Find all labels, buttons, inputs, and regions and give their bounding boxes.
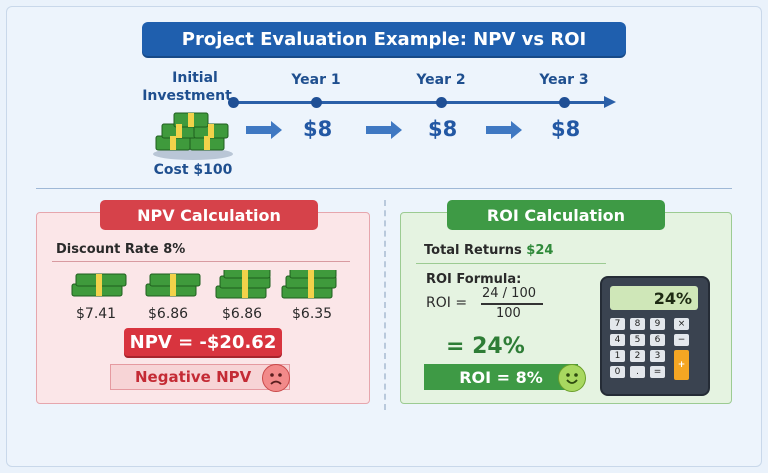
npv-result: NPV = -$20.62: [124, 328, 282, 356]
calculator-key: 2: [630, 350, 645, 362]
timeline-dot-year1: [311, 97, 322, 108]
roi-formula-denominator: 100: [496, 306, 521, 321]
roi-equals-result: = 24%: [446, 334, 525, 359]
calculator-key: .: [630, 366, 645, 378]
calculator-key: 8: [630, 318, 645, 330]
happy-face-icon: [558, 364, 586, 392]
year3-cashflow: $8: [551, 117, 581, 141]
negative-npv-badge: Negative NPV: [110, 364, 290, 390]
year3-label: Year 3: [539, 72, 589, 88]
discount-rate-value: 8%: [163, 242, 186, 257]
discounted-cash-icons: [71, 270, 337, 299]
year1-cashflow: $8: [303, 117, 333, 141]
initial-label-line2: Investment: [142, 88, 232, 104]
panel-divider: [384, 200, 386, 410]
roi-formula-numerator: 24 / 100: [482, 286, 536, 301]
calculator-key: 7: [610, 318, 625, 330]
calculator-key: 6: [650, 334, 665, 346]
cost-label: Cost $100: [153, 162, 233, 178]
total-returns-value: $24: [526, 243, 554, 258]
roi-formula-lhs: ROI =: [426, 295, 468, 311]
pv-1: $7.41: [76, 306, 117, 322]
flow-arrow-2: [366, 121, 402, 139]
year2-cashflow: $8: [428, 117, 458, 141]
calculator-icon: 24% 7 8 9 × 4 5 6− 1 2 3 +0. =: [600, 276, 710, 396]
calculator-key: 3: [650, 350, 665, 362]
total-returns-label: Total Returns: [424, 243, 522, 258]
fraction-bar: [481, 303, 543, 305]
discount-rate-label: Discount Rate: [56, 242, 159, 257]
calculator-key: =: [650, 366, 665, 378]
flow-arrow-1: [246, 121, 282, 139]
roi-header: ROI Calculation: [447, 200, 665, 230]
roi-formula-label: ROI Formula:: [426, 272, 522, 287]
pv-2: $6.86: [148, 306, 189, 322]
year1-label: Year 1: [291, 72, 341, 88]
calculator-key: 0: [610, 366, 625, 378]
flow-arrow-3: [486, 121, 522, 139]
cash-stack-icon: [153, 112, 233, 160]
discount-rate: Discount Rate 8%: [56, 242, 185, 257]
calculator-key: 5: [630, 334, 645, 346]
timeline-arrowhead: [604, 96, 616, 108]
calculator-key: ×: [674, 318, 689, 330]
calculator-key: 4: [610, 334, 625, 346]
calculator-key: 9: [650, 318, 665, 330]
timeline-line: [232, 101, 608, 104]
timeline-dot-initial: [228, 97, 239, 108]
total-returns: Total Returns $24: [424, 243, 553, 258]
sad-face-icon: [262, 364, 290, 392]
calculator-key: −: [674, 334, 689, 346]
npv-header: NPV Calculation: [100, 200, 318, 230]
roi-separator: [416, 263, 606, 264]
timeline-dot-year3: [559, 97, 570, 108]
year2-label: Year 2: [416, 72, 466, 88]
title-banner: Project Evaluation Example: NPV vs ROI: [142, 22, 626, 56]
pv-4: $6.35: [292, 306, 333, 322]
timeline-dot-year2: [436, 97, 447, 108]
npv-separator: [52, 261, 350, 262]
section-divider: [36, 188, 732, 189]
calculator-display: 24%: [610, 286, 698, 310]
roi-result: ROI = 8%: [424, 364, 578, 390]
pv-3: $6.86: [222, 306, 263, 322]
initial-label-line1: Initial: [172, 70, 218, 86]
calculator-key: 1: [610, 350, 625, 362]
calculator-key: +: [674, 350, 689, 380]
